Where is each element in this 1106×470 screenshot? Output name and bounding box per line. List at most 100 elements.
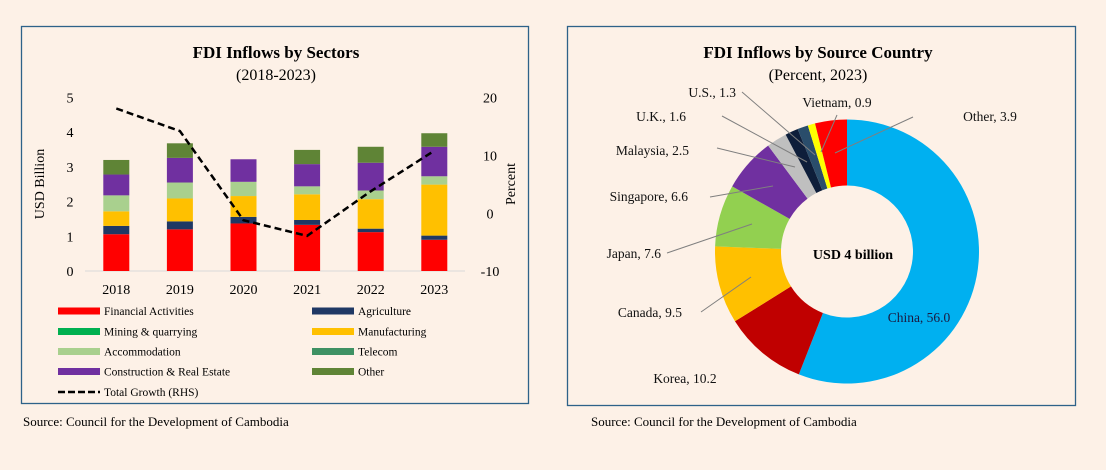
bar-segment-other [357, 146, 384, 163]
donut-slice-japan [715, 186, 790, 249]
bar-segment-other [166, 143, 193, 158]
leader-line [709, 185, 774, 198]
legend-swatch [312, 328, 354, 335]
legend-label: Agriculture [358, 306, 411, 318]
x-tick-label: 2022 [357, 283, 385, 298]
bar-segment-manufacturing [294, 194, 321, 220]
slice-label: Malaysia, 2.5 [616, 143, 689, 158]
bar-segment-accommodation [294, 186, 321, 195]
donut-slice-singapore [732, 145, 808, 219]
bar-segment-other [294, 149, 321, 165]
legend-label: Construction & Real Estate [104, 367, 230, 379]
bar-segment-accommodation [357, 190, 384, 200]
bar-segment-agriculture [421, 235, 448, 240]
slice-label: Korea, 10.2 [653, 371, 716, 386]
bar-segment-accommodation [421, 176, 448, 185]
bar-segment-construction-real-estate [294, 164, 321, 187]
bar-segment-accommodation [230, 181, 257, 197]
y-tick-label-left: 2 [67, 196, 74, 211]
y-tick-label-left: 0 [67, 265, 74, 280]
legend-swatch [312, 307, 354, 315]
leader-line [820, 114, 838, 153]
legend-label: Other [358, 367, 384, 379]
bar-stack-2020 [230, 159, 257, 271]
x-tick-label: 2023 [420, 283, 448, 298]
y-tick-label-right: 20 [483, 92, 497, 107]
bar-segment-manufacturing [357, 199, 384, 229]
bar-segment-financial-activities [103, 234, 130, 271]
x-tick-label: 2021 [293, 283, 321, 298]
slice-label: Canada, 9.5 [618, 305, 682, 320]
leader-line [666, 223, 753, 254]
slice-label: U.S., 1.3 [688, 85, 736, 100]
donut-slice-u-k [785, 129, 823, 194]
donut-slice-other [815, 119, 847, 188]
bar-stack-2022 [357, 146, 384, 271]
x-tick-label: 2018 [102, 283, 130, 298]
bar-stack-2023 [421, 133, 448, 271]
x-tick-label: 2019 [166, 283, 194, 298]
bar-segment-construction-real-estate [230, 159, 257, 182]
bar-segment-financial-activities [357, 232, 384, 271]
legend-label: Accommodation [104, 347, 181, 359]
bar-segment-other [421, 133, 448, 147]
y-tick-label-left: 4 [67, 126, 74, 141]
bar-segment-accommodation [166, 182, 193, 199]
slice-label: Singapore, 6.6 [610, 189, 689, 204]
donut-slice-korea [734, 286, 823, 375]
leader-line [741, 91, 816, 156]
bar-segment-agriculture [357, 228, 384, 233]
legend-swatch [312, 368, 354, 375]
leader-line [716, 147, 796, 168]
y-tick-label-right: 0 [487, 207, 494, 222]
y-tick-label-right: -10 [481, 265, 500, 280]
slice-label: Other, 3.9 [963, 109, 1017, 124]
leader-line [721, 115, 808, 163]
sectors-chart-source: Source: Council for the Development of C… [23, 414, 289, 429]
bar-stack-2018 [103, 159, 130, 271]
legend-swatch [58, 328, 100, 335]
donut-center-label: USD 4 billion [813, 248, 893, 263]
slice-label: China, 56.0 [888, 310, 951, 325]
legend-label: Total Growth (RHS) [104, 387, 199, 399]
sectors-chart-frame [20, 25, 530, 405]
legend-swatch [58, 368, 100, 375]
country-chart-subtitle: (Percent, 2023) [769, 67, 868, 84]
country-chart: FDI Inflows by Source Country (Percent, … [607, 43, 1018, 386]
legend-label: Financial Activities [104, 306, 194, 318]
bar-segment-construction-real-estate [421, 146, 448, 177]
sectors-chart-subtitle: (2018-2023) [236, 67, 316, 84]
bar-segment-accommodation [103, 195, 130, 212]
legend-label: Mining & quarrying [104, 327, 198, 339]
bar-segment-manufacturing [103, 211, 130, 226]
legend-label: Manufacturing [358, 327, 427, 339]
slice-label: Japan, 7.6 [607, 246, 662, 261]
bar-segment-construction-real-estate [166, 157, 193, 183]
bar-segment-financial-activities [230, 223, 257, 271]
country-chart-source: Source: Council for the Development of C… [591, 414, 857, 429]
y-tick-label-right: 10 [483, 149, 497, 164]
bar-stack-2019 [166, 143, 193, 271]
donut-slice-u-s [797, 125, 828, 191]
y-tick-label-left: 5 [67, 92, 74, 107]
bar-stack-2021 [294, 149, 321, 271]
bar-segment-agriculture [294, 219, 321, 225]
legend-swatch [58, 348, 100, 355]
y-axis-label-left: USD Billion [33, 149, 48, 219]
legend-swatch [312, 348, 354, 355]
slice-label: Vietnam, 0.9 [802, 95, 872, 110]
bar-segment-construction-real-estate [103, 174, 130, 196]
y-tick-label-left: 1 [67, 230, 74, 245]
y-tick-label-left: 3 [67, 161, 74, 176]
donut-slice-vietnam [807, 123, 832, 189]
country-chart-frame [566, 25, 1077, 407]
bar-segment-financial-activities [421, 239, 448, 271]
bar-segment-manufacturing [421, 184, 448, 236]
leader-line [834, 116, 914, 154]
country-chart-title: FDI Inflows by Source Country [703, 43, 933, 62]
legend-swatch [58, 307, 100, 315]
sectors-chart-title: FDI Inflows by Sectors [193, 43, 360, 62]
bar-segment-financial-activities [294, 224, 321, 271]
y-axis-label-right: Percent [504, 163, 519, 205]
bar-segment-agriculture [166, 221, 193, 230]
